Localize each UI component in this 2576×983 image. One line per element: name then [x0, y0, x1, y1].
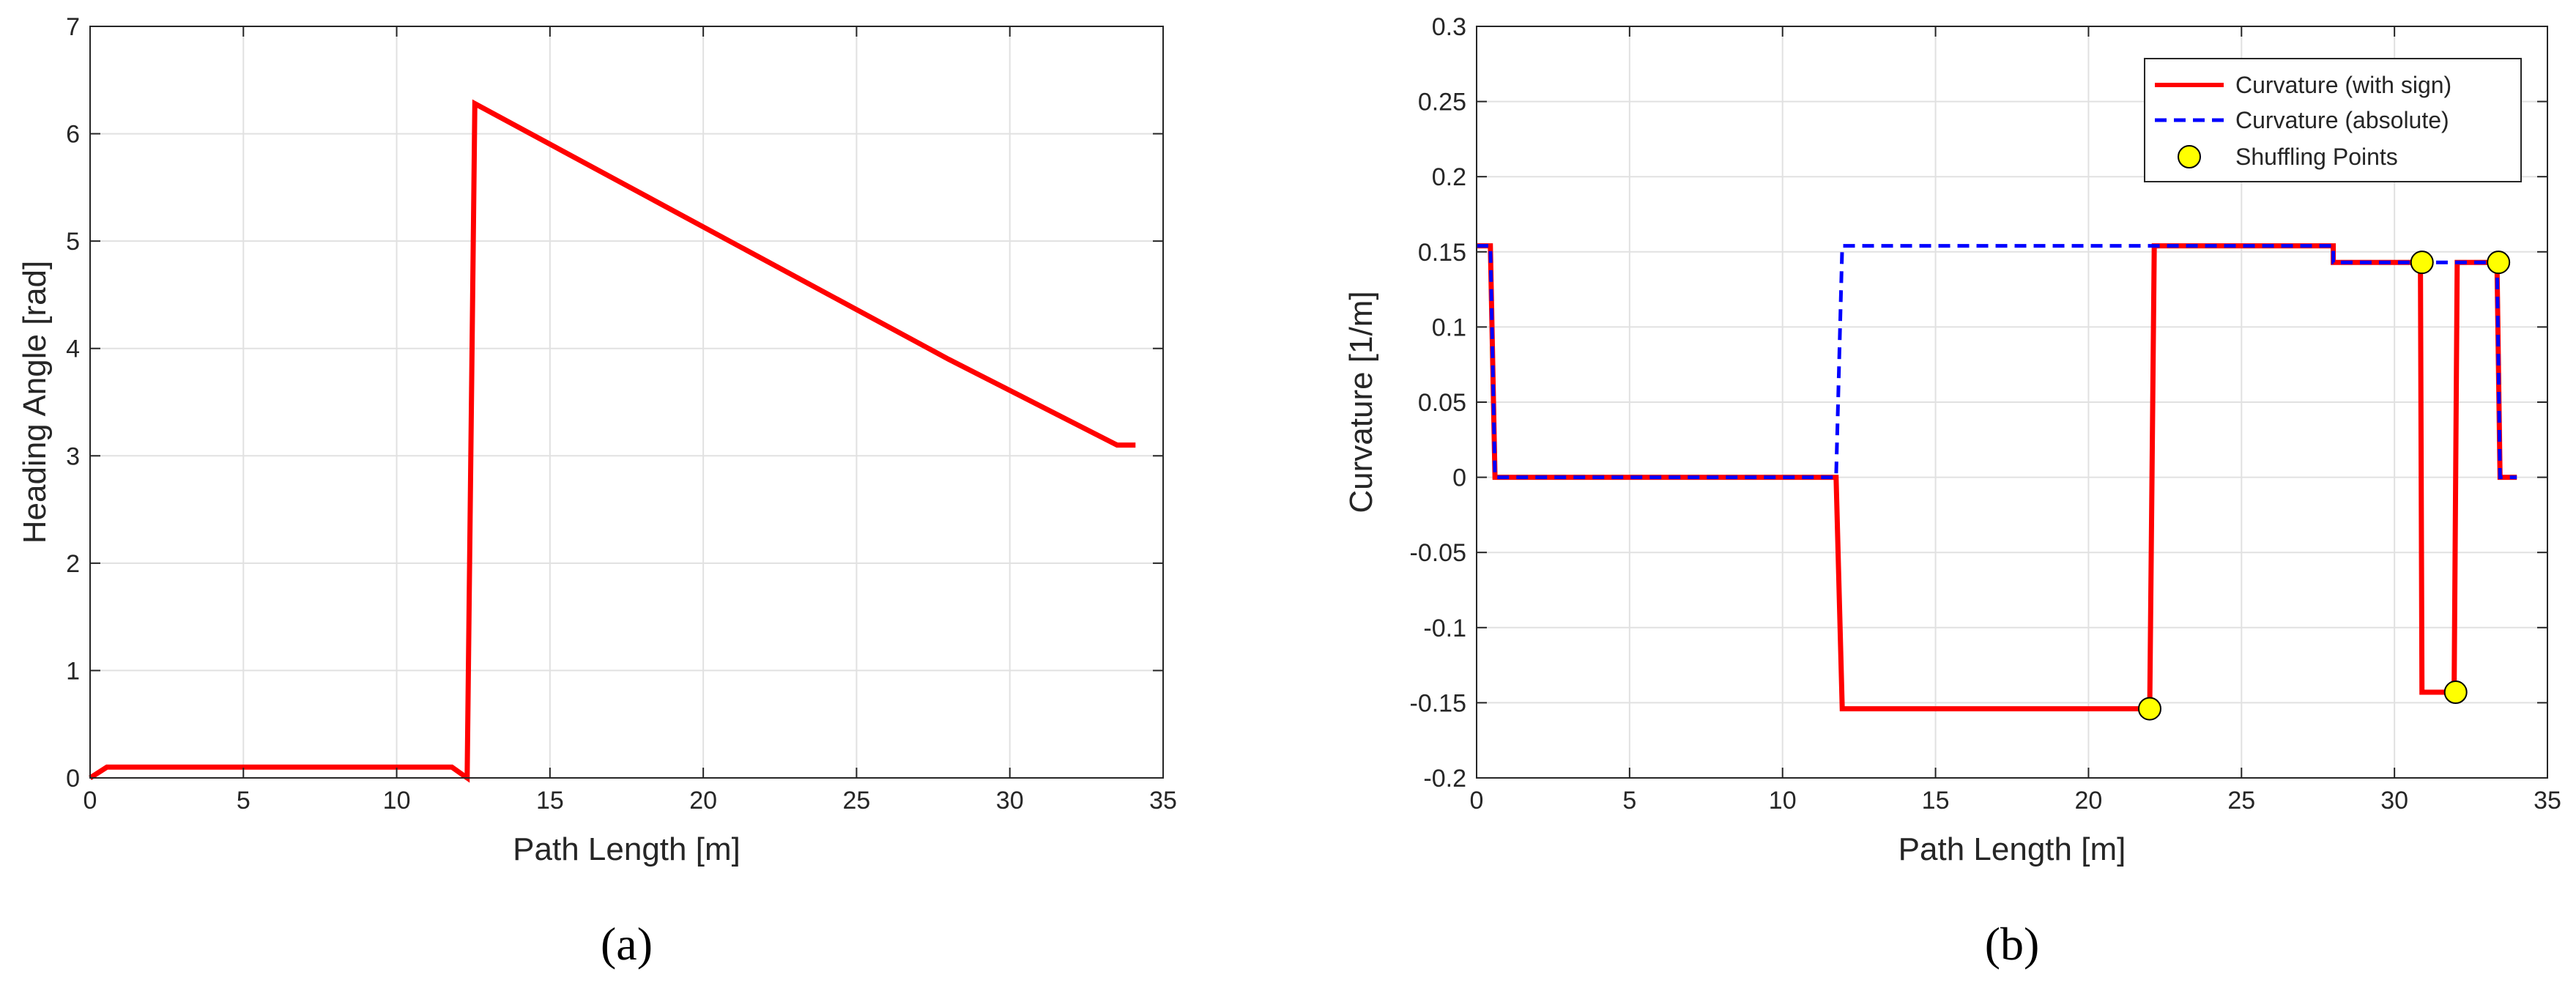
y-axis-label-b: Curvature [1/m]	[1343, 291, 1379, 513]
legend: Curvature (with sign) Curvature (absolut…	[2144, 58, 2522, 182]
x-tick-label: 15	[1922, 787, 1950, 815]
panel-a: 0 5 10 15 20 25 30 35 0 1 2 3 4 5 6 7 Path Length [m] H…	[17, 13, 1177, 970]
x-tick-label: 5	[237, 787, 250, 815]
y-tick-label: 3	[66, 442, 80, 470]
ticks-b: 0 5 10 15 20 25 30 35 -0.2 -0.15 -0.1 -0.05 0 0.05 0.1…	[1410, 13, 2561, 815]
axes-box-a	[89, 26, 1164, 779]
panel-label-b: (b)	[1985, 918, 2040, 970]
y-tick-label: 2	[66, 550, 80, 578]
y-tick-label: -0.1	[1423, 615, 1466, 642]
x-tick-label: 0	[1470, 787, 1484, 815]
y-tick-label: 6	[66, 121, 80, 149]
heading-angle-line	[89, 99, 1136, 783]
y-tick-label: 7	[66, 13, 80, 41]
shuffling-point	[2487, 251, 2511, 275]
curvature-absolute-line	[1477, 244, 2517, 480]
x-tick-label: 10	[383, 787, 411, 815]
y-tick-label: 0	[1452, 464, 1466, 492]
series-b	[1477, 243, 2517, 721]
x-tick-label: 20	[689, 787, 717, 815]
ticks-a: 0 5 10 15 20 25 30 35 0 1 2 3 4 5 6 7	[66, 13, 1177, 815]
legend-marker-shuffling	[2178, 145, 2201, 168]
panel-b: 0 5 10 15 20 25 30 35 -0.2 -0.15 -0.1 -0.05 0 0.05 0.1…	[1343, 13, 2561, 970]
shuffling-point	[2137, 697, 2161, 721]
y-tick-label: -0.2	[1423, 765, 1466, 793]
legend-box	[2144, 58, 2522, 182]
grid-a	[90, 26, 1163, 778]
x-tick-label: 25	[2227, 787, 2255, 815]
legend-label-signed: Curvature (with sign)	[2235, 72, 2451, 98]
y-tick-label: -0.15	[1410, 689, 1467, 717]
x-tick-label: 30	[2380, 787, 2408, 815]
x-tick-label: 30	[996, 787, 1024, 815]
legend-label-absolute: Curvature (absolute)	[2235, 107, 2449, 133]
x-tick-label: 25	[843, 787, 871, 815]
y-tick-label: 4	[66, 335, 80, 363]
y-tick-label: -0.05	[1410, 539, 1467, 567]
y-tick-label: 0.05	[1418, 389, 1466, 417]
x-tick-label: 35	[2534, 787, 2561, 815]
panel-label-a: (a)	[601, 918, 653, 970]
series-a	[89, 99, 1136, 783]
legend-label-shuffling: Shuffling Points	[2235, 144, 2398, 170]
y-tick-label: 0.2	[1432, 163, 1466, 191]
x-tick-label: 35	[1149, 787, 1177, 815]
x-axis-label-b: Path Length [m]	[1898, 831, 2126, 867]
y-tick-label: 1	[66, 657, 80, 685]
y-tick-label: 0.15	[1418, 239, 1466, 267]
x-tick-label: 15	[536, 787, 564, 815]
y-tick-label: 0	[66, 765, 80, 793]
y-axis-label-a: Heading Angle [rad]	[17, 261, 53, 544]
y-tick-label: 0.3	[1432, 13, 1466, 41]
x-tick-label: 20	[2075, 787, 2103, 815]
shuffling-point	[2443, 680, 2468, 705]
x-tick-label: 0	[83, 787, 97, 815]
x-tick-label: 10	[1769, 787, 1797, 815]
shuffling-point	[2410, 251, 2434, 275]
x-tick-label: 5	[1622, 787, 1636, 815]
y-tick-label: 0.1	[1432, 314, 1466, 341]
y-tick-label: 0.25	[1418, 89, 1466, 116]
x-axis-label-a: Path Length [m]	[513, 831, 740, 867]
y-tick-label: 5	[66, 228, 80, 256]
